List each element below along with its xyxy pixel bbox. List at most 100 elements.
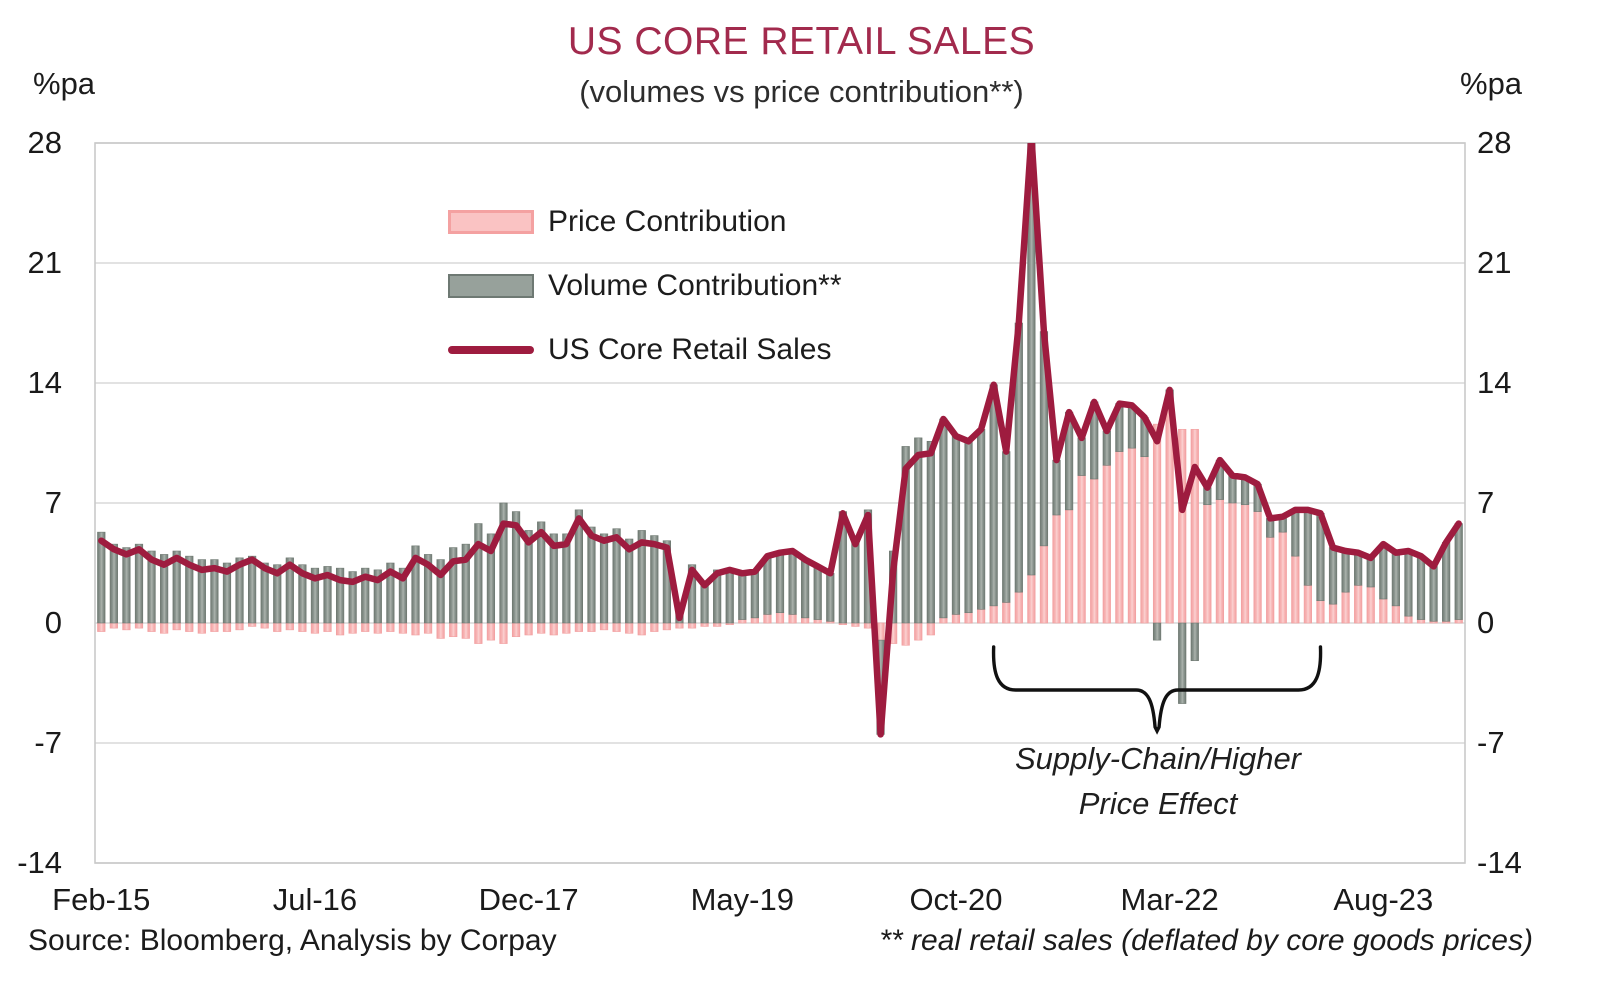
price-bar	[298, 622, 307, 632]
y-tick-label: -14	[1477, 845, 1522, 880]
price-bar	[700, 622, 709, 627]
volume-bar	[398, 567, 408, 624]
x-tick-label: May-19	[690, 882, 794, 917]
volume-bar	[537, 521, 546, 624]
price-bar	[1303, 584, 1312, 624]
volume-bar	[650, 535, 659, 624]
price-bar	[599, 622, 609, 631]
price-bar	[625, 622, 634, 634]
volume-bar	[1303, 509, 1312, 586]
volume-bar	[134, 543, 144, 624]
volume-bar	[637, 530, 646, 624]
price-bar	[122, 622, 131, 631]
volume-bar	[1429, 566, 1438, 622]
volume-bar	[1328, 547, 1338, 605]
volume-bar	[599, 533, 609, 624]
volume-bar	[1341, 550, 1350, 593]
price-bar	[662, 622, 671, 631]
y-axis-unit-right: %pa	[1460, 66, 1523, 101]
volume-bar	[926, 440, 935, 624]
price-bar	[1127, 447, 1137, 624]
volume-bar	[788, 550, 797, 615]
legend: Price Contribution Volume Contribution**…	[448, 202, 842, 394]
volume-bar	[914, 437, 923, 624]
volume-bar	[474, 523, 483, 624]
price-bar	[235, 622, 244, 631]
price-bar	[1027, 574, 1036, 624]
volume-bar	[738, 572, 747, 620]
volume-bar	[725, 567, 734, 624]
price-bar	[977, 608, 986, 624]
price-bar	[348, 622, 357, 634]
price-bar	[1266, 536, 1275, 624]
price-bar	[926, 622, 935, 636]
price-bar	[1354, 584, 1363, 624]
volume-bar	[323, 566, 332, 624]
volume-bar	[1404, 550, 1413, 617]
source-note: Source: Bloomberg, Analysis by Corpay	[28, 924, 557, 957]
volume-bar	[222, 562, 232, 624]
volume-bar	[1391, 552, 1400, 607]
y-tick-label: 28	[1477, 125, 1512, 160]
price-bar	[1291, 555, 1300, 624]
price-bar	[738, 619, 747, 624]
volume-bar	[285, 557, 294, 624]
price-bar	[1115, 451, 1124, 624]
volume-bar	[574, 509, 583, 624]
volume-bar	[826, 572, 835, 622]
price-bar	[1379, 598, 1388, 624]
price-bar	[1002, 602, 1011, 624]
price-bar	[788, 614, 797, 624]
price-bar	[914, 622, 923, 641]
price-bar	[524, 622, 533, 636]
price-bar	[222, 622, 232, 632]
volume-bar	[185, 555, 194, 624]
volume-bar	[486, 533, 496, 624]
y-tick-label: 0	[1477, 605, 1495, 640]
y-tick-label: 7	[44, 485, 62, 520]
price-bar	[1253, 511, 1262, 624]
volume-bar	[587, 526, 596, 624]
price-bar	[562, 622, 571, 634]
price-bar	[1064, 509, 1074, 624]
volume-bar	[851, 540, 860, 624]
x-tick-label: Aug-23	[1333, 882, 1434, 917]
x-tick-label: Mar-22	[1120, 882, 1219, 917]
volume-bar	[147, 550, 156, 624]
volume-bar	[273, 564, 282, 624]
price-bar	[1316, 600, 1325, 624]
price-bar	[537, 622, 546, 634]
volume-bar	[1052, 459, 1061, 516]
volume-bar	[436, 559, 445, 624]
price-bar	[461, 622, 470, 639]
legend-label: US Core Retail Sales	[548, 333, 832, 366]
price-bar	[775, 612, 785, 624]
volume-bar	[775, 552, 785, 614]
volume-bar	[901, 446, 910, 624]
price-bar	[713, 622, 722, 627]
volume-bar	[373, 569, 382, 624]
price-bar	[1454, 619, 1463, 624]
price-bar	[951, 614, 961, 624]
price-bar	[574, 622, 583, 632]
volume-bar	[109, 543, 118, 624]
price-bar	[587, 622, 596, 632]
volume-bar	[713, 569, 722, 624]
price-bar	[964, 612, 973, 624]
price-bar	[1140, 456, 1149, 624]
x-tick-label: Jul-16	[272, 882, 358, 917]
plot-border	[94, 142, 1466, 864]
y-axis-unit-left: %pa	[33, 66, 96, 101]
volume-bar	[310, 567, 320, 624]
x-tick-label: Oct-20	[909, 882, 1003, 917]
volume-bar	[1077, 437, 1086, 476]
price-bar	[1278, 531, 1287, 624]
price-bar	[486, 622, 496, 641]
price-bar	[1228, 502, 1237, 624]
y-tick-label: 14	[27, 365, 62, 400]
volume-bar	[813, 566, 822, 620]
y-tick-label: 7	[1477, 485, 1495, 520]
price-bar	[1240, 504, 1250, 624]
